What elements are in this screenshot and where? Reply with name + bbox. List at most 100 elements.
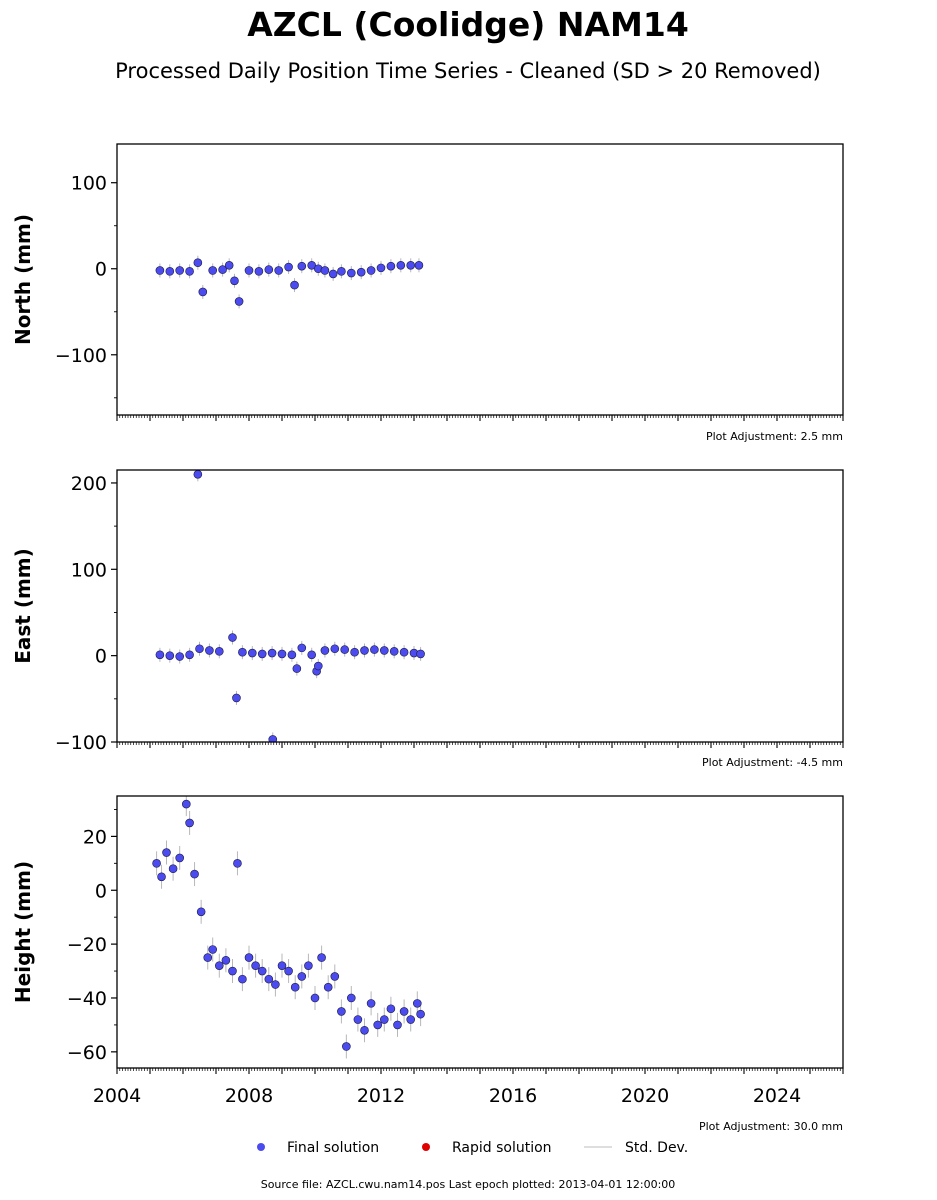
height-data-point bbox=[203, 953, 213, 962]
north-data-point bbox=[307, 261, 317, 270]
north-data-point bbox=[376, 263, 386, 273]
east-data-point bbox=[350, 647, 359, 657]
height-xtick-label: 2020 bbox=[621, 1085, 669, 1107]
north-data-point bbox=[208, 266, 217, 275]
height-data-point bbox=[373, 1020, 383, 1030]
north-data-point bbox=[264, 265, 274, 274]
east-data-point bbox=[257, 649, 267, 659]
height-panel: −60 −40 −20 0 20 2004 2008 2012 2016 2020 2024 Heig… bbox=[11, 795, 844, 1133]
north-data-point bbox=[414, 261, 424, 270]
height-data-point bbox=[182, 799, 191, 809]
height-data-point bbox=[317, 953, 326, 962]
east-ytick-label: 200 bbox=[71, 473, 107, 495]
east-data-point bbox=[340, 645, 350, 654]
height-data-point bbox=[196, 907, 206, 917]
north-data-point bbox=[337, 267, 346, 276]
east-data-point bbox=[205, 646, 214, 655]
north-data-point bbox=[198, 287, 208, 297]
height-data-point bbox=[152, 859, 161, 868]
north-data-point bbox=[165, 267, 175, 276]
north-data-point bbox=[284, 262, 293, 272]
height-data-point bbox=[277, 961, 287, 970]
north-data-point bbox=[366, 266, 376, 275]
east-data-point bbox=[416, 649, 425, 659]
east-panel: −100 0 100 200 East (mm) Plot Adjustment: -4.… bbox=[11, 469, 844, 769]
height-data-point bbox=[366, 999, 376, 1008]
legend-final-label: Final solution bbox=[287, 1140, 379, 1156]
east-data-point bbox=[215, 647, 224, 656]
height-data-point bbox=[342, 1042, 351, 1051]
north-data-point bbox=[346, 268, 356, 278]
height-data-point bbox=[393, 1020, 402, 1030]
north-data-point bbox=[218, 265, 227, 274]
east-ylabel: East (mm) bbox=[11, 548, 35, 664]
north-ytick-label: 100 bbox=[71, 173, 107, 195]
east-axes-frame bbox=[116, 469, 844, 743]
north-ylabel: North (mm) bbox=[11, 214, 35, 345]
legend-stddev-label: Std. Dev. bbox=[625, 1140, 688, 1156]
figure-title: AZCL (Coolidge) NAM14 bbox=[247, 5, 689, 44]
height-data-point bbox=[233, 859, 242, 868]
height-data-point bbox=[271, 980, 280, 989]
height-xtick-label: 2012 bbox=[357, 1085, 405, 1107]
height-data-point bbox=[386, 1004, 396, 1014]
height-xtick-label: 2008 bbox=[225, 1085, 273, 1107]
height-data-point bbox=[264, 974, 274, 984]
east-data-point bbox=[313, 661, 323, 671]
east-data-point bbox=[165, 651, 175, 660]
east-data-point bbox=[320, 646, 330, 655]
height-data-point bbox=[304, 961, 313, 970]
north-data-point bbox=[297, 261, 307, 271]
north-data-point bbox=[234, 297, 244, 306]
height-data-point bbox=[379, 1015, 389, 1024]
east-data-point bbox=[277, 649, 287, 659]
north-data-point bbox=[155, 266, 165, 275]
height-xtick-label: 2024 bbox=[753, 1085, 801, 1107]
north-data-point bbox=[193, 258, 203, 268]
height-data-point bbox=[353, 1015, 363, 1024]
east-data-point bbox=[232, 693, 241, 703]
height-data-point bbox=[416, 1009, 425, 1019]
east-data-point bbox=[370, 645, 379, 654]
north-data-point bbox=[386, 261, 396, 271]
north-plot-area bbox=[155, 255, 424, 309]
east-data-point bbox=[292, 664, 302, 673]
east-data-point bbox=[195, 644, 204, 654]
height-data-point bbox=[208, 945, 217, 954]
height-data-point bbox=[337, 1007, 346, 1016]
height-data-point bbox=[244, 953, 254, 962]
height-data-point bbox=[412, 999, 422, 1008]
north-data-point bbox=[406, 261, 416, 270]
height-data-point bbox=[310, 993, 320, 1003]
east-plot-area bbox=[155, 470, 425, 742]
height-xtick-label: 2016 bbox=[489, 1085, 537, 1107]
height-data-point bbox=[284, 966, 293, 976]
height-data-point bbox=[323, 982, 333, 992]
north-data-point bbox=[185, 267, 194, 276]
height-data-point bbox=[162, 848, 171, 857]
height-ylabel: Height (mm) bbox=[11, 861, 35, 1003]
north-data-point bbox=[290, 280, 299, 290]
height-data-point bbox=[175, 853, 184, 863]
north-data-point bbox=[356, 267, 366, 277]
east-data-point bbox=[155, 650, 165, 660]
height-plot-area bbox=[152, 796, 425, 1059]
height-ytick-label: 0 bbox=[95, 880, 107, 902]
east-ytick-label: 0 bbox=[95, 646, 107, 668]
east-data-point bbox=[399, 647, 409, 657]
east-data-point bbox=[238, 647, 247, 657]
height-data-point bbox=[257, 966, 267, 976]
height-data-point bbox=[221, 955, 231, 965]
east-data-point bbox=[307, 650, 317, 660]
north-data-point bbox=[328, 269, 338, 279]
north-data-point bbox=[320, 266, 330, 275]
height-data-point bbox=[330, 972, 340, 981]
height-ytick-label: −60 bbox=[67, 1042, 107, 1064]
height-data-point bbox=[290, 982, 300, 992]
east-data-point bbox=[389, 647, 399, 656]
east-ytick-label: 100 bbox=[71, 559, 107, 581]
height-data-point bbox=[346, 993, 356, 1003]
height-data-point bbox=[238, 974, 247, 984]
source-note: Source file: AZCL.cwu.nam14.pos Last epo… bbox=[261, 1178, 676, 1191]
